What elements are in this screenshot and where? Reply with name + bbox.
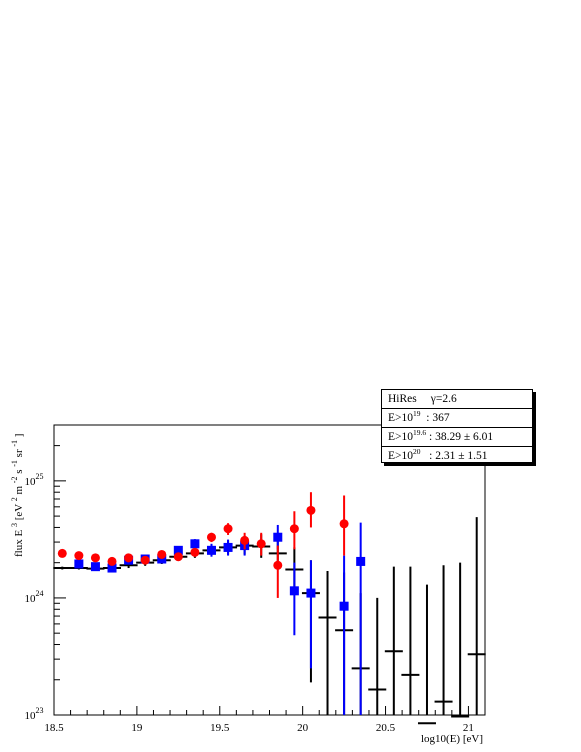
data-point <box>306 588 316 598</box>
data-point <box>256 539 266 549</box>
stats-row-e20: E>1020 : 2.31 ± 1.51 <box>382 446 532 465</box>
data-point <box>206 532 216 542</box>
data-point <box>273 532 283 542</box>
x-tick-label: 20.5 <box>376 722 396 734</box>
data-point <box>74 551 84 561</box>
y-axis-title: flux E 3 [eV 2 m -2 s -1 sr -1 ] <box>8 434 25 557</box>
y-tick-exp: 24 <box>36 589 44 598</box>
series-circle <box>57 492 349 598</box>
x-tick-label: 20 <box>297 722 309 734</box>
y-title-unit-open: [eV <box>13 504 25 521</box>
data-point <box>306 505 316 515</box>
data-point <box>223 542 233 552</box>
stats-row-base: E>10 <box>388 431 414 443</box>
data-point <box>74 559 84 569</box>
series-square <box>74 522 366 715</box>
y-title-unit-close: ] <box>13 434 25 438</box>
axis-ticks <box>53 424 486 716</box>
x-tick-label: 19.5 <box>210 722 230 734</box>
y-title-exp3: -1 <box>10 460 19 467</box>
data-point <box>124 553 134 563</box>
stats-row-base: E>10 <box>388 412 414 424</box>
y-title-base: flux E <box>13 530 25 557</box>
stats-row-value: : 2.31 ± 1.51 <box>420 450 488 462</box>
stats-title-row: HiRes γ=2.6 <box>382 390 532 408</box>
stats-row-exp: 19.6 <box>413 428 427 437</box>
stats-row-value: : 367 <box>420 412 450 424</box>
y-title-unit-s: s <box>13 469 25 473</box>
data-point <box>140 555 150 565</box>
data-series <box>53 492 486 725</box>
data-point <box>289 586 299 596</box>
data-point <box>273 560 283 570</box>
y-title-unit-sr: sr <box>13 449 25 457</box>
data-point <box>339 601 349 611</box>
series-dash <box>53 517 486 725</box>
stats-row-e19-6: E>1019.6 : 38.29 ± 6.01 <box>382 427 532 446</box>
stats-row-base: E>10 <box>388 450 414 462</box>
y-tick-base: 10 <box>25 593 37 605</box>
stats-row-value: : 38.29 ± 6.01 <box>426 431 494 443</box>
data-point <box>90 553 100 563</box>
y-tick-label: 1023 <box>25 706 44 722</box>
data-point <box>190 539 200 549</box>
stats-row-exp: 19 <box>413 409 421 418</box>
data-point <box>240 535 250 545</box>
y-title-exp4: -1 <box>10 440 19 447</box>
data-point <box>173 545 183 555</box>
y-title-base-exp: 3 <box>10 523 19 527</box>
data-point <box>107 556 117 566</box>
data-point <box>90 562 100 572</box>
data-point <box>206 545 216 555</box>
y-title-exp2: -2 <box>10 477 19 484</box>
stats-gamma-value: =2.6 <box>435 393 457 405</box>
data-point <box>356 556 366 566</box>
data-point <box>339 519 349 529</box>
y-tick-exp: 25 <box>36 472 44 481</box>
stats-gamma-symbol: γ <box>430 393 436 405</box>
data-point <box>190 547 200 557</box>
y-tick-base: 10 <box>25 476 37 488</box>
x-tick-label: 21 <box>463 722 474 734</box>
y-tick-base: 10 <box>25 710 37 722</box>
data-point <box>57 548 67 558</box>
y-title-unit-m: m <box>13 486 25 495</box>
data-point <box>107 563 117 573</box>
stats-title: HiRes <box>388 393 417 405</box>
y-tick-exp: 23 <box>36 706 44 715</box>
x-tick-labels: 18.5 19 19.5 20 20.5 21 <box>44 722 474 734</box>
data-point <box>157 549 167 559</box>
data-point <box>173 552 183 562</box>
stats-row-e19: E>1019 : 367 <box>382 408 532 427</box>
data-point <box>289 524 299 534</box>
x-axis-title: log10(E) [eV] <box>421 733 483 745</box>
data-point <box>157 554 167 564</box>
x-tick-label: 19 <box>131 722 143 734</box>
y-tick-label: 1024 <box>25 589 44 605</box>
stats-box: HiRes γ=2.6 E>1019 : 367 E>1019.6 : 38.29… <box>381 389 533 463</box>
data-point <box>223 524 233 534</box>
x-tick-label: 18.5 <box>44 722 64 734</box>
plot-frame <box>53 424 486 716</box>
stats-row-exp: 20 <box>413 447 421 456</box>
y-tick-label: 1025 <box>25 472 44 488</box>
y-title-exp1: 2 <box>10 497 19 501</box>
